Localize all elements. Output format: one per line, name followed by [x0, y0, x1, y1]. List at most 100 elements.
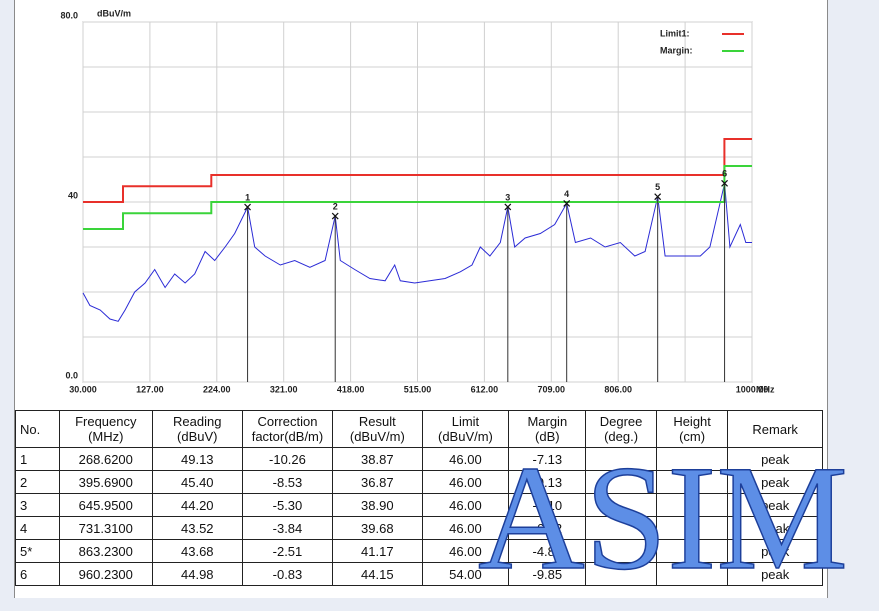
header-row: No. Frequency (MHz) Reading (dBuV) Correcti…	[15, 410, 823, 448]
marker-label: 5	[655, 182, 660, 192]
table-cell: 46.00	[421, 539, 510, 563]
marker-cross	[331, 212, 339, 220]
table-cell: -6.32	[508, 516, 587, 540]
table-cell: 49.13	[151, 447, 243, 471]
table-row: 4 731.3100 43.52 -3.84 39.68 46.00 -6.32 peak	[15, 516, 823, 540]
table-cell: 39.68	[332, 516, 423, 540]
table-cell: 645.9500	[58, 493, 153, 517]
table-cell: 731.3100	[58, 516, 153, 540]
table-cell	[585, 470, 657, 494]
header-cell: Height (cm)	[655, 410, 729, 448]
table-cell: peak	[727, 493, 823, 517]
header-cell: No.	[15, 410, 60, 448]
y-tick-label: 80.0	[60, 10, 78, 20]
result-table: No. Frequency (MHz) Reading (dBuV) Correcti…	[15, 410, 823, 586]
header-cell: Reading (dBuV)	[151, 410, 243, 448]
x-tick-label: 709.00	[538, 384, 566, 394]
table-cell: 395.6900	[58, 470, 153, 494]
table-cell: 863.2300	[58, 539, 153, 563]
table-cell: 46.00	[421, 470, 510, 494]
table-cell: 44.20	[151, 493, 243, 517]
header-cell: Limit (dBuV/m)	[421, 410, 510, 448]
legend-label: Limit1:	[660, 28, 690, 38]
table-cell	[655, 562, 729, 586]
table-cell: peak	[727, 470, 823, 494]
table-cell: -10.26	[241, 447, 334, 471]
series-line	[83, 138, 752, 203]
legend-label: Margin:	[660, 45, 693, 55]
table-cell: 38.90	[332, 493, 423, 517]
chart: 0.0 40 80.0 30.000 127.00 224.00 321.00 418.00 5…	[60, 8, 775, 394]
table-cell: 46.00	[421, 447, 510, 471]
table-cell: 43.68	[151, 539, 243, 563]
header-cell: Result (dBuV/m)	[332, 410, 423, 448]
marker-label: 4	[564, 189, 569, 199]
marker-label: 6	[722, 169, 727, 179]
table-cell	[655, 447, 729, 471]
table-row: 1 268.6200 49.13 -10.26 38.87 46.00 -7.13 peak	[15, 447, 823, 471]
table-cell	[585, 516, 657, 540]
table-cell: 46.00	[421, 493, 510, 517]
table-cell: 36.87	[332, 470, 423, 494]
table-cell: 2	[15, 470, 60, 494]
table-cell	[655, 516, 729, 540]
table-cell: 41.17	[332, 539, 423, 563]
header-cell: Frequency (MHz)	[58, 410, 153, 448]
x-tick-label: 1000.00	[736, 384, 769, 394]
table-cell: 960.2300	[58, 562, 153, 586]
x-tick-label: 515.00	[404, 384, 432, 394]
table-cell	[585, 539, 657, 563]
table-cell	[585, 447, 657, 471]
x-tick-label: 418.00	[337, 384, 365, 394]
table-cell: -7.13	[508, 447, 587, 471]
marker-label: 2	[333, 201, 338, 211]
table-cell	[585, 493, 657, 517]
table-cell: -7.10	[508, 493, 587, 517]
table-cell: 268.6200	[58, 447, 153, 471]
table-cell: peak	[727, 539, 823, 563]
y-tick-label: 40	[68, 190, 78, 200]
series-line	[83, 165, 752, 230]
y-tick-label: 0.0	[65, 370, 78, 380]
table-cell: 6	[15, 562, 60, 586]
table-cell: -2.51	[241, 539, 334, 563]
table-cell: 46.00	[421, 516, 510, 540]
table-cell: -8.53	[241, 470, 334, 494]
table-cell: -0.83	[241, 562, 334, 586]
table-cell: 3	[15, 493, 60, 517]
header-cell: Degree (deg.)	[585, 410, 657, 448]
table-cell: 38.87	[332, 447, 423, 471]
marker-cross	[244, 203, 251, 211]
table-cell: -9.13	[508, 470, 587, 494]
table-cell: -9.85	[508, 562, 587, 586]
table-cell: 44.98	[151, 562, 243, 586]
marker-cross	[654, 193, 662, 201]
table-cell	[655, 493, 729, 517]
x-tick-label: 127.00	[136, 384, 164, 394]
table-cell: -4.83	[508, 539, 587, 563]
table-cell: 4	[15, 516, 60, 540]
series-line	[82, 183, 752, 322]
table-row: 5* 863.2300 43.68 -2.51 41.17 46.00 -4.83 peak	[15, 539, 823, 563]
table-cell: -3.84	[241, 516, 334, 540]
table-cell: peak	[727, 447, 823, 471]
header-cell: Margin (dB)	[508, 410, 587, 448]
table-cell	[585, 562, 657, 586]
table-cell: 45.40	[151, 470, 243, 494]
table-row: 3 645.9500 44.20 -5.30 38.90 46.00 -7.10 peak	[15, 493, 823, 517]
marker-cross	[563, 200, 571, 207]
marker-cross	[504, 203, 512, 211]
x-unit: MHz	[756, 384, 775, 394]
table-cell: 5*	[15, 539, 60, 563]
x-tick-label: 224.00	[203, 384, 231, 394]
table-cell: 43.52	[151, 516, 243, 540]
table-cell: peak	[727, 562, 823, 586]
table-row: 2 395.6900 45.40 -8.53 36.87 46.00 -9.13 peak	[15, 470, 823, 494]
marker-label: 1	[245, 192, 250, 202]
marker-label: 3	[505, 192, 510, 202]
y-unit: dBuV/m	[97, 8, 131, 18]
x-tick-label: 806.00	[604, 384, 632, 394]
table-cell: 54.00	[421, 562, 510, 586]
table-row: 6 960.2300 44.98 -0.83 44.15 54.00 -9.85 peak	[15, 562, 823, 586]
